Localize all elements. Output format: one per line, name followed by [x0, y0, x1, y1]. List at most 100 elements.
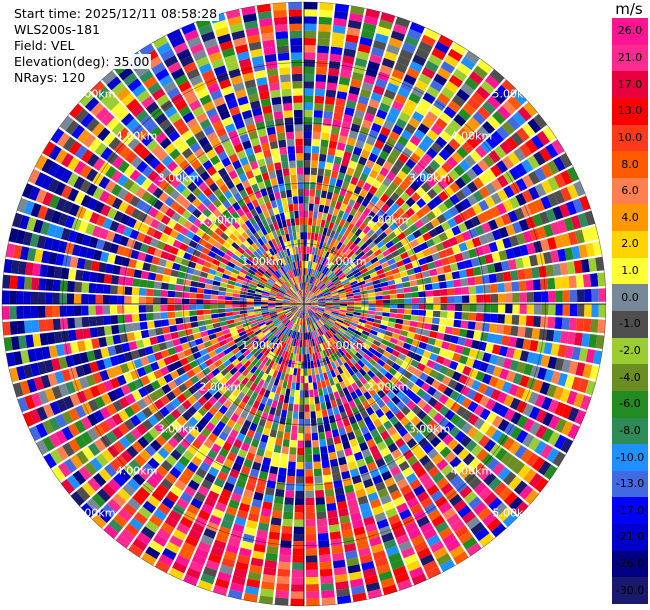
range-gate — [534, 394, 546, 408]
range-gate — [142, 203, 153, 215]
range-gate — [378, 525, 392, 536]
range-gate — [316, 311, 323, 316]
range-gate — [123, 464, 137, 477]
range-gate — [112, 365, 123, 377]
range-gate — [228, 169, 238, 180]
range-gate — [172, 529, 187, 542]
range-gate — [147, 272, 157, 281]
range-gate — [360, 409, 369, 419]
range-gate — [276, 401, 284, 410]
range-gate — [485, 411, 498, 425]
range-gate — [315, 262, 320, 271]
range-gate — [167, 437, 179, 449]
range-gate — [378, 183, 388, 193]
range-gate — [129, 195, 141, 207]
range-gate — [127, 78, 142, 92]
range-gate — [172, 117, 186, 130]
range-gate — [176, 415, 188, 427]
range-gate — [340, 364, 348, 373]
range-gate — [232, 462, 243, 472]
range-gate — [307, 275, 310, 283]
range-gate — [310, 298, 318, 302]
range-gate — [383, 50, 398, 62]
range-gate — [479, 361, 489, 373]
range-gate — [276, 198, 283, 207]
range-gate — [420, 264, 429, 272]
range-gate — [379, 64, 393, 76]
range-gate — [262, 356, 269, 365]
range-gate — [305, 289, 307, 297]
range-gate — [178, 159, 190, 171]
range-gate — [163, 225, 173, 236]
range-gate — [269, 277, 276, 283]
range-gate — [238, 472, 249, 482]
range-gate — [317, 38, 330, 47]
range-gate — [299, 290, 303, 298]
range-gate — [268, 248, 275, 256]
range-gate — [356, 435, 366, 445]
range-gate — [93, 201, 105, 214]
range-gate — [439, 446, 452, 458]
range-gate — [448, 119, 462, 132]
range-gate — [286, 410, 293, 419]
range-gate — [331, 384, 338, 393]
range-gate — [287, 146, 295, 154]
range-gate — [238, 173, 248, 183]
range-gate — [63, 458, 78, 474]
range-gate — [293, 316, 298, 324]
range-gate — [136, 89, 151, 103]
range-gate — [254, 329, 262, 336]
range-gate — [230, 530, 243, 541]
range-gate — [307, 332, 310, 340]
range-gate — [101, 449, 115, 463]
range-gate — [306, 246, 310, 254]
range-gate — [218, 312, 226, 318]
range-gate — [277, 379, 284, 388]
range-gate — [189, 42, 205, 55]
range-gate — [289, 270, 294, 278]
range-gate — [460, 56, 476, 71]
range-gate — [203, 455, 215, 466]
range-gate — [304, 73, 315, 82]
range-gate — [313, 203, 320, 212]
range-gate — [304, 418, 311, 427]
range-gate — [295, 283, 299, 291]
range-gate — [282, 273, 289, 281]
range-gate — [333, 360, 340, 368]
range-gate — [444, 247, 455, 257]
range-gate — [43, 237, 54, 251]
range-gate — [231, 30, 246, 41]
range-gate — [234, 455, 245, 466]
range-gate — [86, 427, 99, 442]
range-gate — [395, 533, 410, 545]
range-gate — [313, 322, 319, 330]
range-gate — [340, 325, 348, 332]
range-gate — [397, 579, 413, 591]
range-gate — [435, 117, 448, 130]
range-gate — [488, 323, 498, 333]
range-gate — [476, 212, 488, 224]
range-gate — [301, 304, 304, 311]
range-gate — [372, 40, 387, 51]
range-gate — [416, 399, 427, 409]
range-gate — [273, 393, 280, 402]
range-gate — [339, 187, 347, 197]
range-gate — [359, 172, 369, 182]
range-gate — [160, 282, 169, 290]
range-gate — [444, 397, 455, 409]
range-gate — [340, 276, 348, 283]
range-gate — [321, 380, 327, 389]
range-gate — [298, 325, 301, 333]
range-gate — [321, 266, 328, 274]
range-gate — [343, 378, 351, 387]
range-gate — [249, 283, 257, 289]
range-gate — [334, 10, 348, 20]
range-gate — [457, 448, 470, 461]
range-gate — [376, 380, 386, 389]
range-gate — [337, 339, 345, 347]
range-gate — [316, 359, 321, 368]
range-gate — [62, 200, 74, 214]
range-gate — [532, 379, 544, 393]
range-gate — [16, 306, 24, 320]
range-gate — [325, 260, 332, 268]
